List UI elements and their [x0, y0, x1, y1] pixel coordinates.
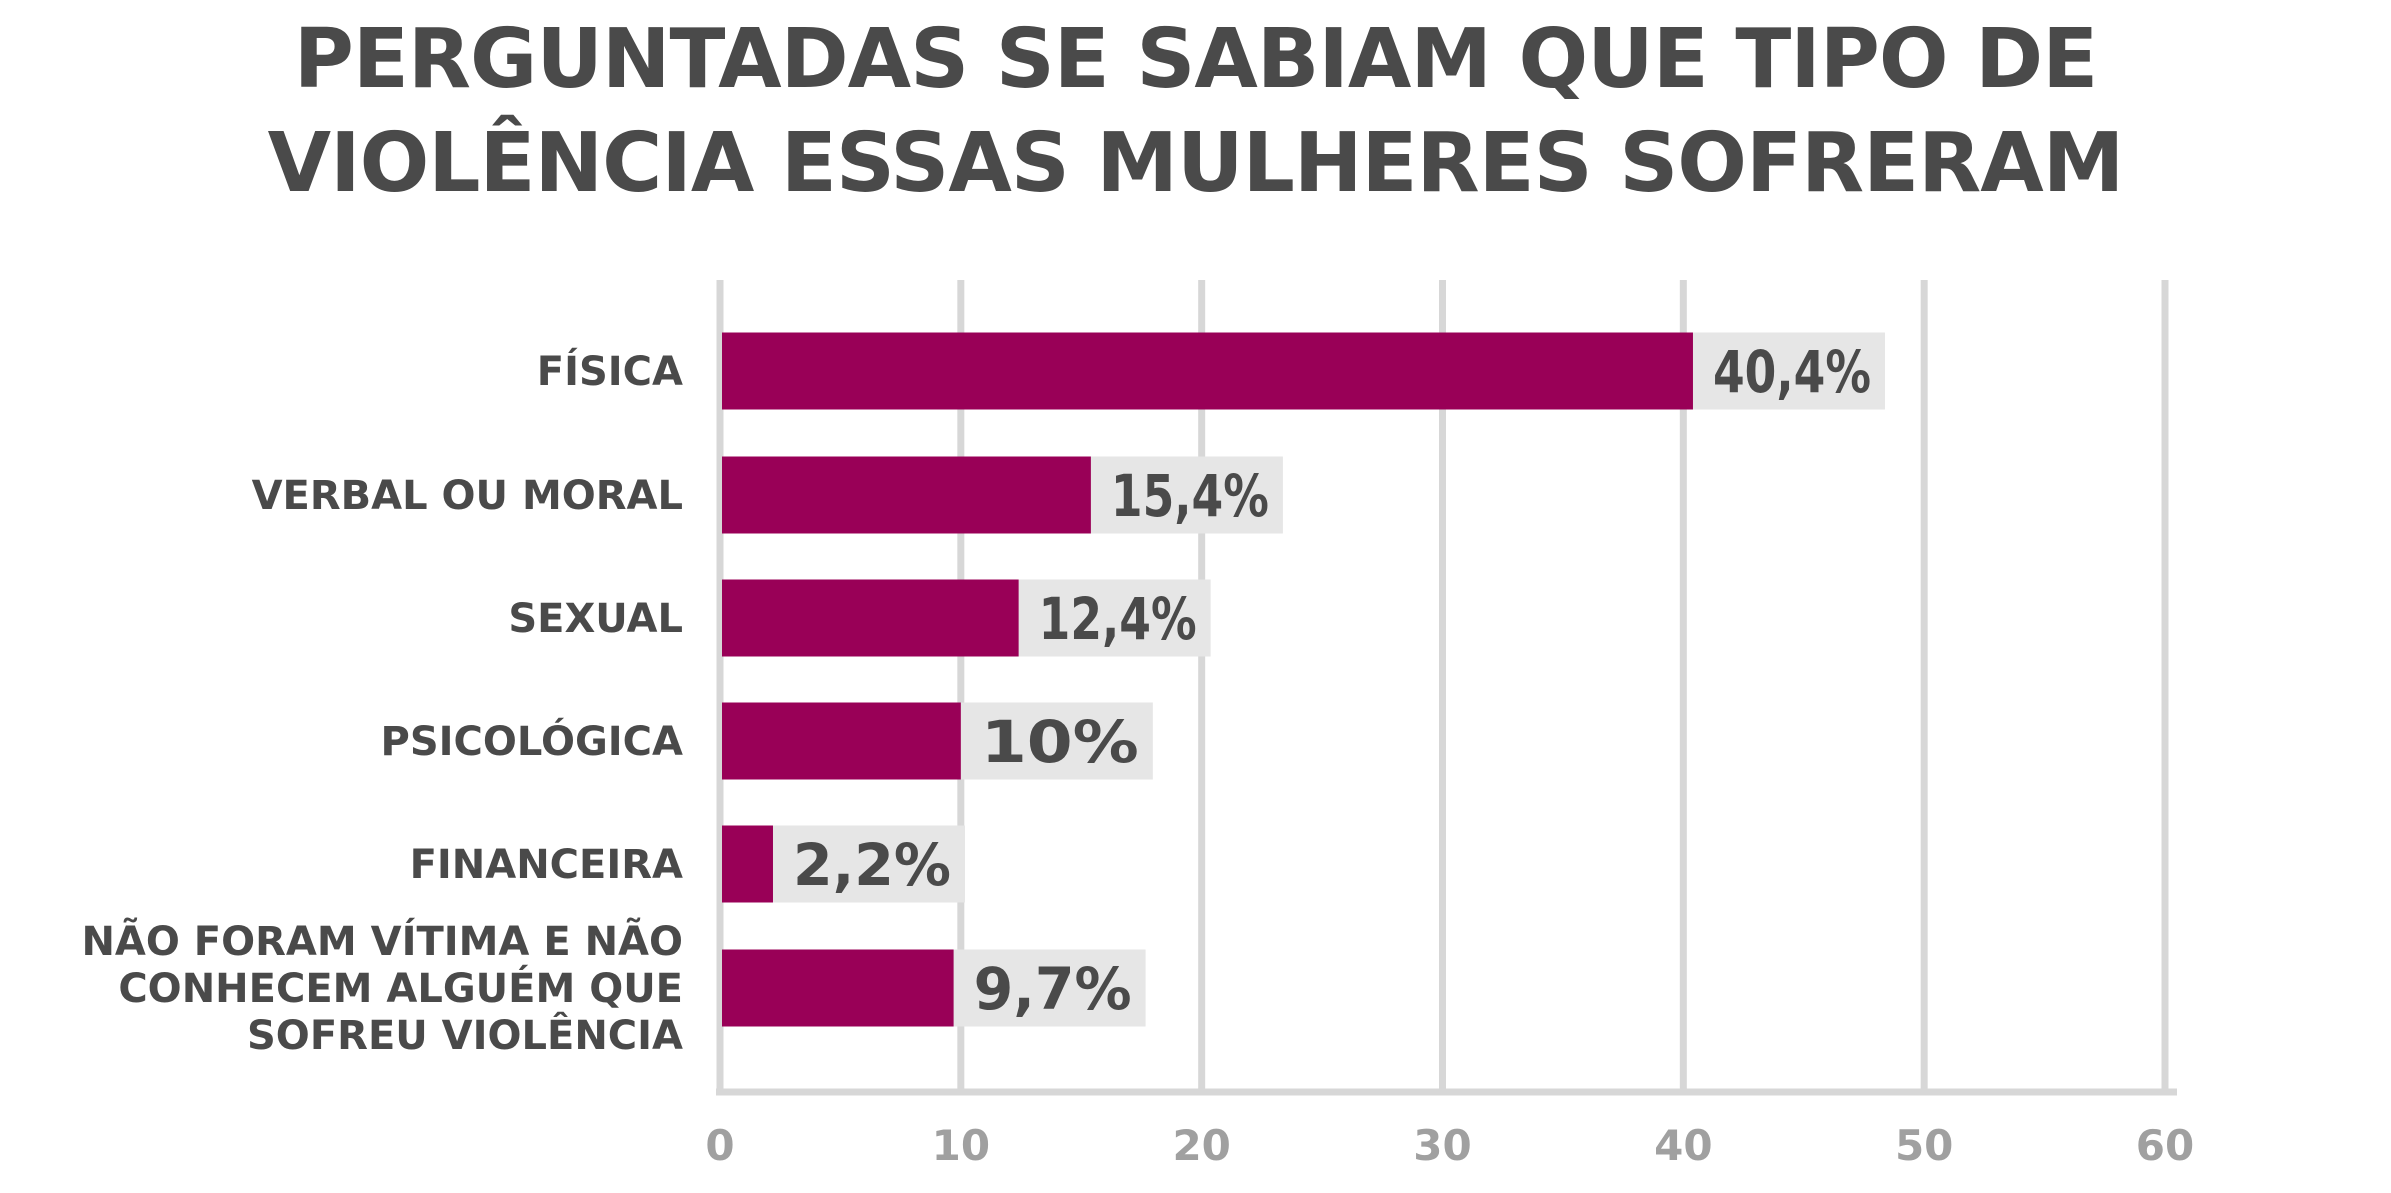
category-label-6-line-3: SOFREU VIOLÊNCIA [247, 1011, 683, 1059]
category-label-2-line-1: VERBAL OU MORAL [252, 473, 683, 519]
x-axis-tick-labels: 0 10 20 30 40 50 60 [705, 1121, 2194, 1170]
category-label-6-line-1: NÃO FORAM VÍTIMA E NÃO [81, 916, 683, 965]
category-label-4-line-1: PSICOLÓGICA [381, 717, 684, 765]
value-label-4: 10% [981, 708, 1139, 776]
category-label-3-line-1: SEXUAL [508, 596, 683, 642]
bar-5 [722, 825, 773, 903]
bar-3 [722, 579, 1019, 657]
value-label-1: 40,4% [1713, 338, 1871, 406]
value-label-6: 9,7% [974, 955, 1132, 1023]
grid-lines [716, 280, 2177, 1096]
category-label-1: FÍSICA [537, 347, 683, 395]
chart-title: PERGUNTADAS SE SABIAM QUE TIPO DE VIOLÊN… [0, 8, 2391, 216]
x-tick-label-30: 30 [1413, 1121, 1471, 1170]
value-label-5: 2,2% [793, 831, 951, 899]
x-tick-label-0: 0 [705, 1121, 734, 1170]
category-label-6-line-2: CONHECEM ALGUÉM QUE [118, 964, 683, 1012]
bar-6 [722, 949, 954, 1027]
category-label-5: FINANCEIRA [410, 842, 683, 888]
x-tick-label-10: 10 [932, 1121, 990, 1170]
value-label-2: 15,4% [1111, 462, 1269, 530]
category-label-4: PSICOLÓGICA [381, 717, 684, 765]
bar-1 [722, 332, 1693, 410]
category-label-5-line-1: FINANCEIRA [410, 842, 683, 888]
bar-4 [722, 702, 961, 780]
value-label-3: 12,4% [1039, 585, 1197, 653]
x-tick-label-40: 40 [1654, 1121, 1712, 1170]
category-labels: FÍSICA VERBAL OU MORAL SEXUAL PSICOLÓGICA FI… [81, 347, 683, 1059]
x-tick-label-20: 20 [1172, 1121, 1230, 1170]
x-tick-label-60: 60 [2136, 1121, 2194, 1170]
category-label-2: VERBAL OU MORAL [252, 473, 683, 519]
x-tick-label-50: 50 [1895, 1121, 1953, 1170]
chart-title-line-2: VIOLÊNCIA ESSAS MULHERES SOFRERAM [267, 116, 2125, 211]
bar-2 [722, 456, 1091, 534]
chart-title-line-1: PERGUNTADAS SE SABIAM QUE TIPO DE [293, 12, 2098, 107]
category-label-1-line-1: FÍSICA [537, 347, 683, 395]
category-label-3: SEXUAL [508, 596, 683, 642]
bars: 40,4% 15,4% 12,4% 10% 2,2% 9,7% [722, 332, 1885, 1027]
